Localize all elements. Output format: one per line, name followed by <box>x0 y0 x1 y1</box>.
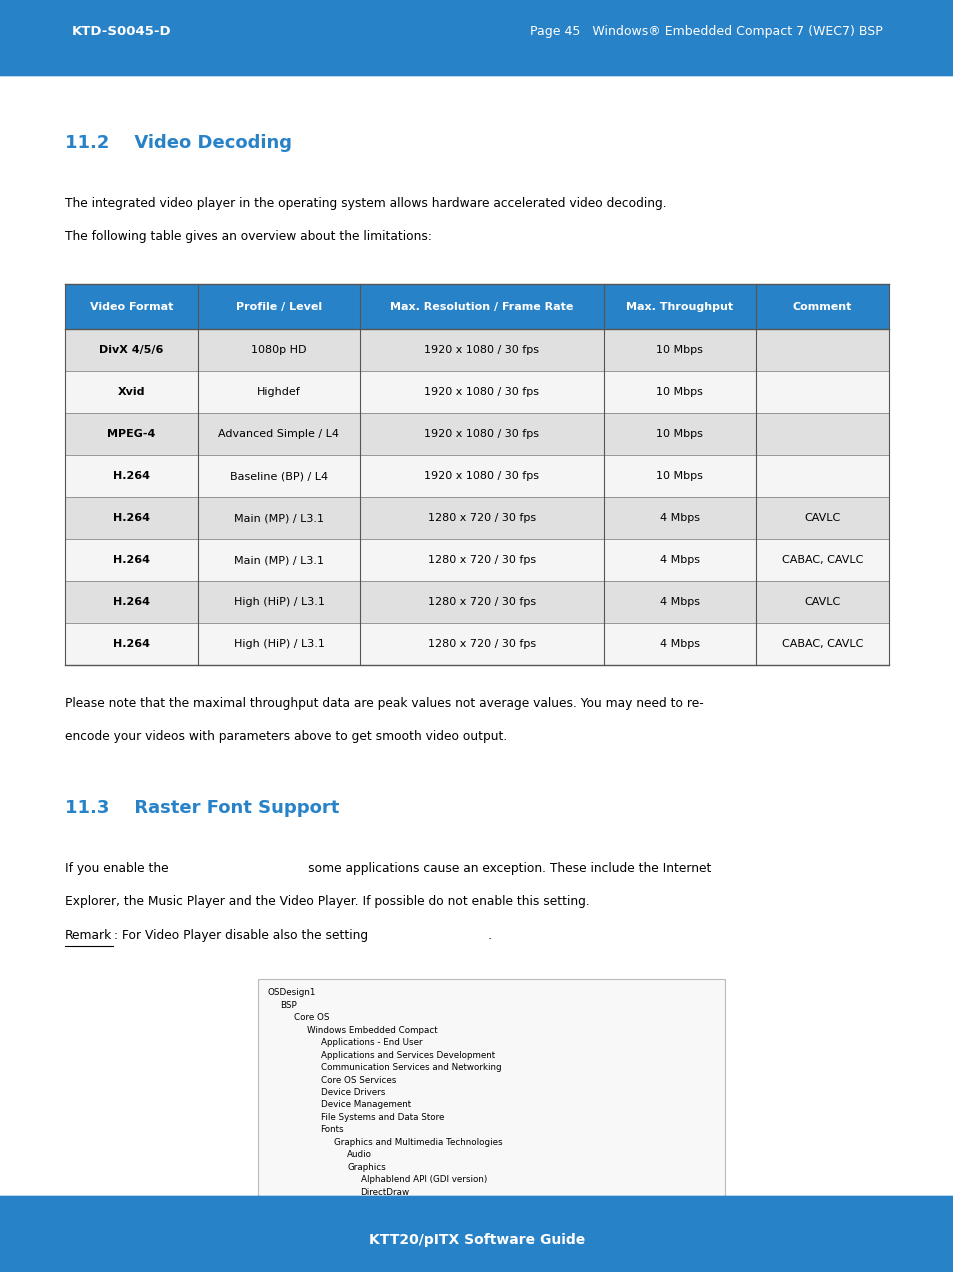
Text: Gradient Fill Support: Gradient Fill Support <box>360 1201 450 1210</box>
Bar <box>65 329 888 371</box>
Text: Core OS Services: Core OS Services <box>320 1076 395 1085</box>
Text: Max. Resolution / Frame Rate: Max. Resolution / Frame Rate <box>390 301 573 312</box>
Text: H.264: H.264 <box>113 640 150 649</box>
Text: Core OS: Core OS <box>294 1014 329 1023</box>
Text: 1920 x 1080 / 30 fps: 1920 x 1080 / 30 fps <box>424 472 538 481</box>
Text: DivX 4/5/6: DivX 4/5/6 <box>99 346 164 355</box>
Text: CABAC, CAVLC: CABAC, CAVLC <box>781 640 862 649</box>
Text: CABAC, CAVLC: CABAC, CAVLC <box>781 556 862 565</box>
Text: Baseline (BP) / L4: Baseline (BP) / L4 <box>230 472 328 481</box>
Bar <box>65 497 888 539</box>
Text: Graphics and Multimedia Technologies: Graphics and Multimedia Technologies <box>334 1138 502 1147</box>
Text: Explorer, the Music Player and the Video Player. If possible do not enable this : Explorer, the Music Player and the Video… <box>65 895 589 908</box>
Text: High (HiP) / L3.1: High (HiP) / L3.1 <box>233 598 324 607</box>
Text: 4 Mbps: 4 Mbps <box>659 514 699 523</box>
Text: Raster Fonts Support: Raster Fonts Support <box>360 1238 452 1247</box>
Text: : For Video Player disable also the setting                               .: : For Video Player disable also the sett… <box>114 929 492 941</box>
Text: Video Format: Video Format <box>90 301 173 312</box>
Text: 11.3    Raster Font Support: 11.3 Raster Font Support <box>65 799 339 817</box>
Bar <box>65 539 888 581</box>
Text: 1280 x 720 / 30 fps: 1280 x 720 / 30 fps <box>427 514 535 523</box>
Text: Main (MP) / L3.1: Main (MP) / L3.1 <box>233 556 324 565</box>
Text: H.264: H.264 <box>113 598 150 607</box>
Text: Xvid: Xvid <box>118 388 145 397</box>
Text: MPEG-4: MPEG-4 <box>108 430 155 439</box>
Text: Windows Codecs: Windows Codecs <box>347 1263 420 1272</box>
Text: CAVLC: CAVLC <box>803 598 840 607</box>
Bar <box>65 623 888 665</box>
Text: Profile / Level: Profile / Level <box>235 301 322 312</box>
Text: Multiple Monitor Support: Multiple Monitor Support <box>360 1225 468 1234</box>
Text: CAVLC: CAVLC <box>803 514 840 523</box>
Bar <box>65 284 888 329</box>
Text: Device Drivers: Device Drivers <box>320 1088 384 1096</box>
Text: H.264: H.264 <box>113 472 150 481</box>
Text: Fonts: Fonts <box>320 1126 344 1135</box>
Text: Imaging: Imaging <box>347 1212 382 1221</box>
Text: Advanced Simple / L4: Advanced Simple / L4 <box>218 430 339 439</box>
Text: 10 Mbps: 10 Mbps <box>656 346 702 355</box>
Text: 10 Mbps: 10 Mbps <box>656 472 702 481</box>
Bar <box>257 979 724 1272</box>
Text: KTT20/pITX Software Guide: KTT20/pITX Software Guide <box>369 1233 584 1248</box>
Text: KTD-S0045-D: KTD-S0045-D <box>71 25 171 38</box>
Text: Applications - End User: Applications - End User <box>320 1038 422 1047</box>
Text: The following table gives an overview about the limitations:: The following table gives an overview ab… <box>65 230 432 243</box>
Text: 11.2    Video Decoding: 11.2 Video Decoding <box>65 134 292 151</box>
Text: 1080p HD: 1080p HD <box>251 346 307 355</box>
Text: 1280 x 720 / 30 fps: 1280 x 720 / 30 fps <box>427 598 535 607</box>
Text: Max. Throughput: Max. Throughput <box>625 301 733 312</box>
Text: Device Management: Device Management <box>320 1100 410 1109</box>
Text: Alphablend API (GDI version): Alphablend API (GDI version) <box>360 1175 486 1184</box>
Text: 10 Mbps: 10 Mbps <box>656 430 702 439</box>
Bar <box>260 1236 721 1248</box>
Bar <box>65 581 888 623</box>
Text: 1280 x 720 / 30 fps: 1280 x 720 / 30 fps <box>427 640 535 649</box>
Bar <box>65 413 888 455</box>
Text: File Systems and Data Store: File Systems and Data Store <box>320 1113 443 1122</box>
Bar <box>65 455 888 497</box>
Text: The integrated video player in the operating system allows hardware accelerated : The integrated video player in the opera… <box>65 197 666 210</box>
Text: V1 Font Compatibility: V1 Font Compatibility <box>360 1250 455 1259</box>
Text: 1920 x 1080 / 30 fps: 1920 x 1080 / 30 fps <box>424 430 538 439</box>
Text: H.264: H.264 <box>113 556 150 565</box>
Text: Windows Embedded Compact: Windows Embedded Compact <box>307 1025 437 1034</box>
Text: Main (MP) / L3.1: Main (MP) / L3.1 <box>233 514 324 523</box>
FancyBboxPatch shape <box>0 0 953 76</box>
Text: BSP: BSP <box>280 1001 297 1010</box>
Text: Graphics: Graphics <box>347 1163 386 1172</box>
Text: DirectDraw: DirectDraw <box>360 1188 409 1197</box>
Text: Applications and Services Development: Applications and Services Development <box>320 1051 495 1060</box>
Bar <box>65 371 888 413</box>
Text: OSDesign1: OSDesign1 <box>267 988 315 997</box>
Text: If you enable the                                    some applications cause an : If you enable the some applications caus… <box>65 862 711 875</box>
Text: encode your videos with parameters above to get smooth video output.: encode your videos with parameters above… <box>65 730 507 743</box>
Text: Audio: Audio <box>347 1150 372 1159</box>
Text: 4 Mbps: 4 Mbps <box>659 598 699 607</box>
Text: 4 Mbps: 4 Mbps <box>659 556 699 565</box>
Text: Remark: Remark <box>65 929 112 941</box>
Text: Comment: Comment <box>792 301 851 312</box>
Text: Communication Services and Networking: Communication Services and Networking <box>320 1063 500 1072</box>
Text: 1280 x 720 / 30 fps: 1280 x 720 / 30 fps <box>427 556 535 565</box>
FancyBboxPatch shape <box>0 1196 953 1272</box>
Text: 4 Mbps: 4 Mbps <box>659 640 699 649</box>
Text: High (HiP) / L3.1: High (HiP) / L3.1 <box>233 640 324 649</box>
Text: Page 45   Windows® Embedded Compact 7 (WEC7) BSP: Page 45 Windows® Embedded Compact 7 (WEC… <box>529 25 882 38</box>
Text: 10 Mbps: 10 Mbps <box>656 388 702 397</box>
Text: H.264: H.264 <box>113 514 150 523</box>
Text: Highdef: Highdef <box>257 388 300 397</box>
Text: Please note that the maximal throughput data are peak values not average values.: Please note that the maximal throughput … <box>65 697 703 710</box>
Text: 1920 x 1080 / 30 fps: 1920 x 1080 / 30 fps <box>424 388 538 397</box>
Text: 1920 x 1080 / 30 fps: 1920 x 1080 / 30 fps <box>424 346 538 355</box>
